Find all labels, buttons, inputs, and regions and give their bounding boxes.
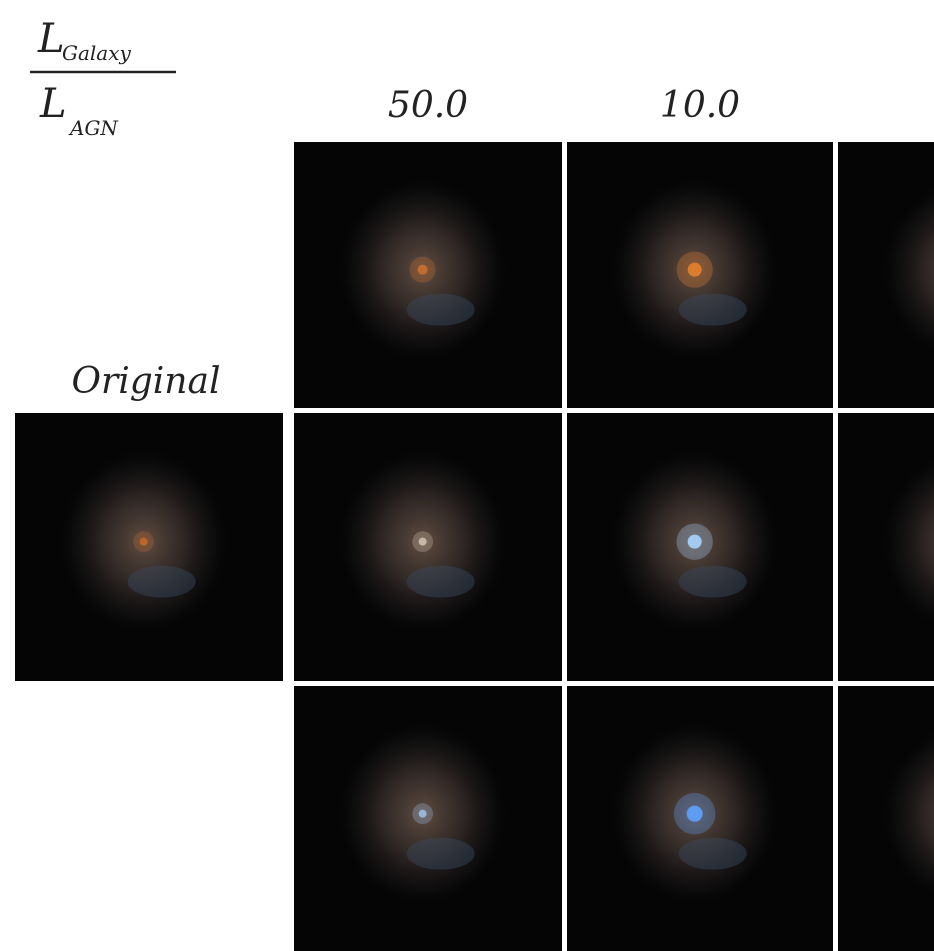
galaxy-image bbox=[294, 686, 562, 951]
galaxy-arm bbox=[407, 294, 475, 326]
galaxy-core bbox=[419, 538, 427, 546]
galaxy-core bbox=[140, 538, 148, 546]
galaxy-arm bbox=[679, 566, 747, 598]
figure: L Galaxy L AGN 50.0 10.0 Original bbox=[0, 0, 934, 951]
galaxy-arm bbox=[407, 838, 475, 870]
galaxy-image bbox=[294, 142, 562, 408]
denominator-subscript: AGN bbox=[68, 116, 119, 140]
galaxy-image bbox=[838, 142, 934, 408]
galaxy-core bbox=[419, 810, 427, 818]
original-label: Original bbox=[72, 361, 221, 402]
galaxy-core bbox=[687, 806, 703, 822]
galaxy-image bbox=[15, 413, 283, 681]
ratio-label: L Galaxy L AGN bbox=[30, 16, 176, 140]
galaxy-arm bbox=[679, 838, 747, 870]
galaxy-arm bbox=[679, 294, 747, 326]
galaxy-core bbox=[418, 265, 428, 275]
galaxy-core bbox=[688, 263, 702, 277]
galaxy-image bbox=[567, 413, 833, 681]
column-header: 10.0 bbox=[660, 85, 740, 126]
numerator-subscript: Galaxy bbox=[62, 41, 132, 65]
galaxy-image bbox=[838, 413, 934, 681]
galaxy-image bbox=[294, 413, 562, 681]
galaxy-arm bbox=[128, 566, 196, 598]
galaxy-image bbox=[567, 142, 833, 408]
denominator-symbol: L bbox=[39, 81, 67, 127]
galaxy-core bbox=[688, 535, 702, 549]
image-grid bbox=[15, 142, 934, 951]
galaxy-image bbox=[567, 686, 833, 951]
numerator-symbol: L bbox=[37, 16, 65, 62]
galaxy-arm bbox=[407, 566, 475, 598]
galaxy-image bbox=[838, 686, 934, 951]
column-header: 50.0 bbox=[388, 85, 468, 126]
